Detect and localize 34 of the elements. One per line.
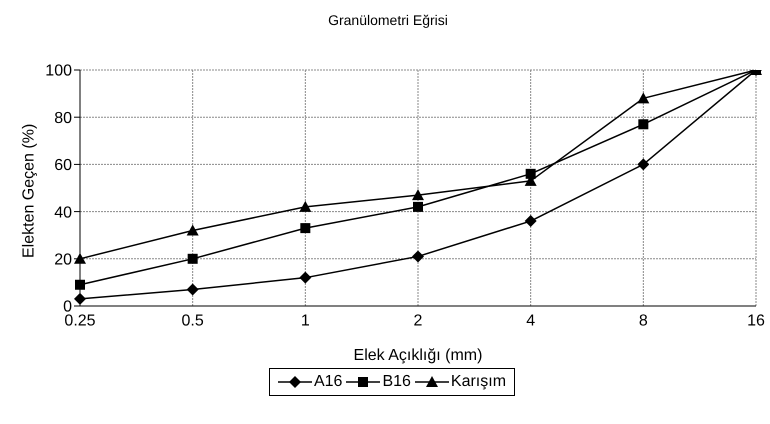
point <box>75 280 85 290</box>
point <box>413 202 423 212</box>
legend-label: Karışım <box>450 373 506 391</box>
x-tick-label: 8 <box>638 312 648 330</box>
point <box>186 283 199 296</box>
y-tick-label: 20 <box>54 251 72 268</box>
point <box>524 215 537 228</box>
point <box>299 200 312 212</box>
x-tick-label: 4 <box>526 312 536 330</box>
point <box>412 250 424 262</box>
point <box>300 223 310 234</box>
point <box>412 189 424 200</box>
x-tick-label: 2 <box>414 312 423 330</box>
x-tick-label: 0.5 <box>182 312 204 330</box>
x-tick-label: 16 <box>747 312 765 330</box>
legend-label: A16 <box>314 373 342 391</box>
point <box>638 119 648 130</box>
point <box>637 158 650 170</box>
x-axis-title: Elek Açıklığı (mm) <box>354 347 482 364</box>
legend-label: B16 <box>382 373 411 391</box>
point <box>186 224 199 236</box>
y-tick-label: 40 <box>54 204 72 222</box>
x-tick-label: 0.25 <box>64 312 96 330</box>
y-tick-label: 100 <box>45 62 72 80</box>
y-axis-title: Elekten Geçen (%) <box>20 124 38 258</box>
point <box>74 292 86 305</box>
y-tick-label: 60 <box>54 157 72 174</box>
point <box>526 168 536 179</box>
chart-title: Granülometri Eğrisi <box>327 12 449 28</box>
x-tick-label: 1 <box>300 312 310 330</box>
y-tick-label: 80 <box>54 110 72 127</box>
point <box>637 92 650 104</box>
point <box>299 272 312 284</box>
point <box>188 254 198 264</box>
